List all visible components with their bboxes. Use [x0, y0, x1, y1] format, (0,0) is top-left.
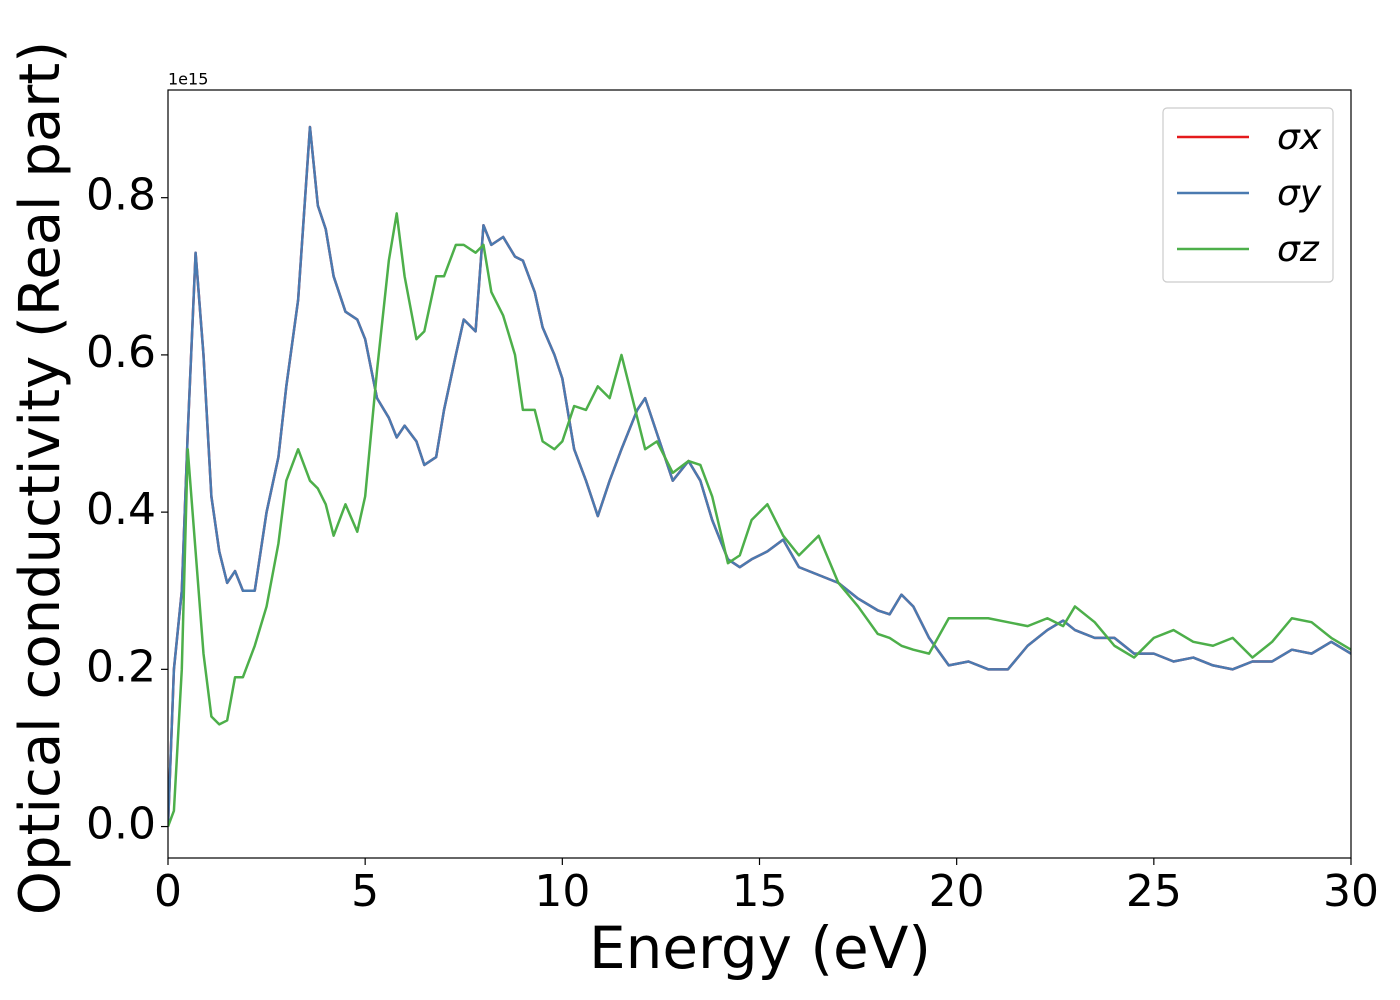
x-tick-label: 30 [1323, 866, 1379, 917]
x-tick-label: 5 [351, 866, 379, 917]
y-axis-label: Optical conductivity (Real part) [8, 41, 73, 915]
legend-label: σx [1277, 117, 1322, 158]
y-offset-label: 1e15 [168, 70, 208, 89]
x-tick-label: 20 [929, 866, 985, 917]
y-tick-label: 0.2 [86, 641, 156, 692]
y-tick-label: 0.4 [86, 484, 156, 535]
plot-frame [167, 89, 1352, 859]
y-tick-label: 0.6 [86, 327, 156, 378]
y-tick-label: 0.0 [86, 799, 156, 850]
line-series [168, 125, 1351, 827]
x-tick-label: 10 [534, 866, 590, 917]
legend-box [1162, 107, 1334, 283]
x-axis-label: Energy (eV) [589, 914, 931, 982]
x-tick-label: 25 [1126, 866, 1182, 917]
y-tick-label: 0.8 [86, 170, 156, 221]
line-series [168, 212, 1351, 827]
legend-label: σy [1277, 173, 1322, 214]
x-tick-label: 15 [732, 866, 788, 917]
legend-label: σz [1277, 229, 1320, 270]
x-tick-label: 0 [154, 866, 182, 917]
